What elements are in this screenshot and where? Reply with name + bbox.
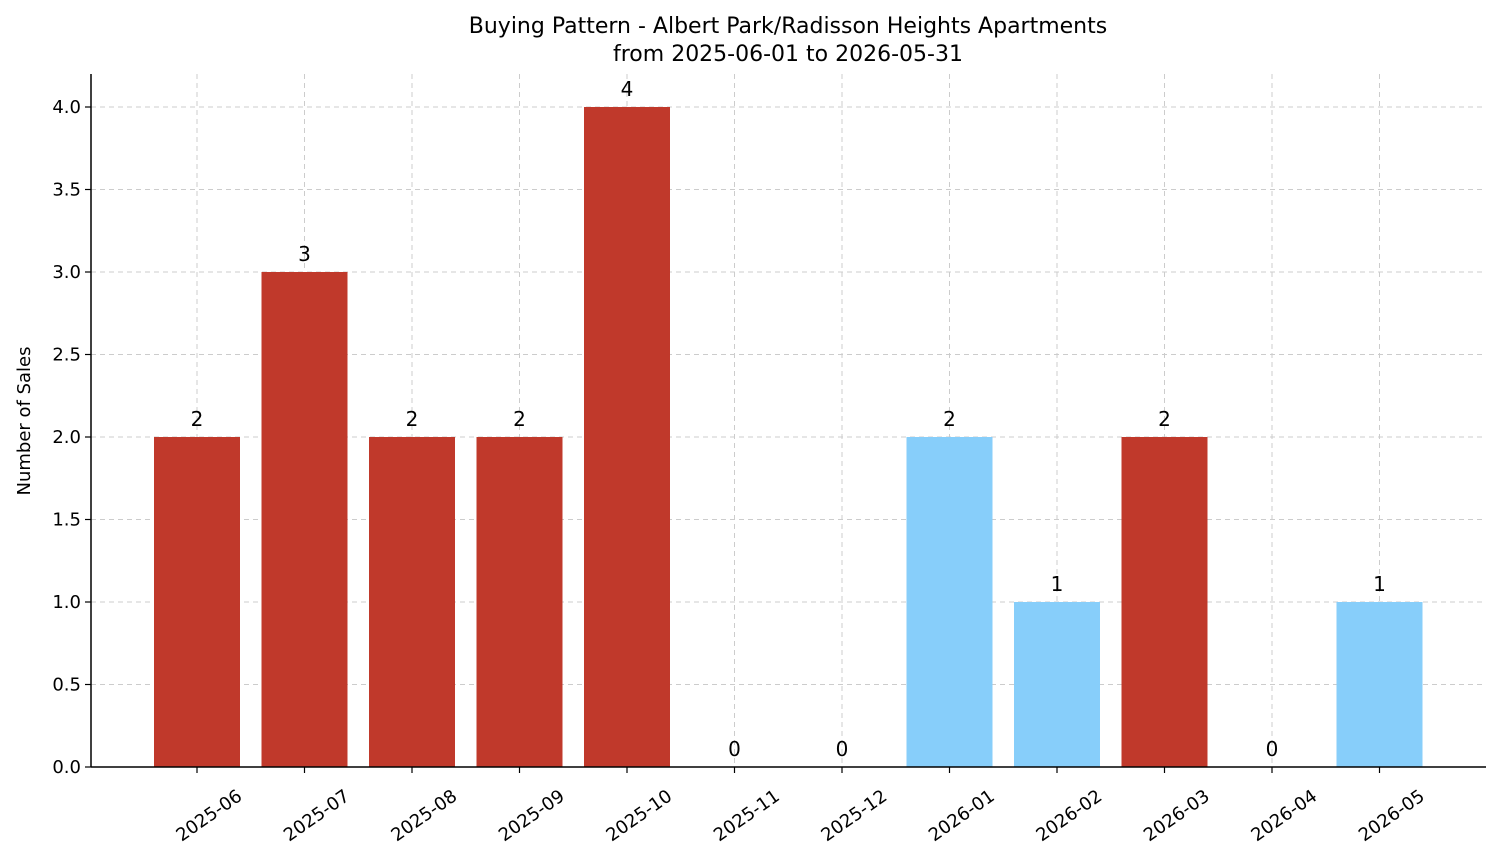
bar-value-label: 2 — [191, 407, 204, 431]
y-tick-label: 3.5 — [52, 180, 81, 201]
chart-subtitle: from 2025-06-01 to 2026-05-31 — [613, 42, 963, 67]
x-tick-label: 2025-09 — [495, 786, 569, 846]
x-tick-label: 2025-08 — [387, 786, 461, 846]
bar — [369, 437, 455, 767]
y-axis-label: Number of Sales — [14, 346, 35, 495]
x-tick-label: 2025-10 — [602, 786, 676, 846]
bar-value-label: 2 — [513, 407, 526, 431]
x-tick-label: 2025-12 — [817, 786, 891, 846]
bar-value-label: 1 — [1373, 572, 1386, 596]
bar-labels: 2 3 2 2 4 0 0 2 1 2 0 1 — [191, 77, 1386, 761]
bar-value-label: 0 — [728, 737, 741, 761]
y-tick-label: 0.0 — [52, 757, 81, 778]
bar — [1121, 437, 1208, 767]
y-tick-label: 2.0 — [52, 427, 81, 448]
bar-value-label: 0 — [1266, 737, 1279, 761]
y-tick-label: 2.5 — [52, 345, 81, 366]
bar — [261, 272, 348, 767]
bar — [906, 437, 993, 767]
bar-value-label: 4 — [621, 77, 634, 101]
y-tick-label: 3.0 — [52, 262, 81, 283]
bar-value-label: 1 — [1051, 572, 1064, 596]
bar — [476, 437, 563, 767]
y-tick-label: 1.0 — [52, 592, 81, 613]
bar — [584, 107, 670, 767]
x-tick-label: 2025-06 — [172, 786, 246, 846]
x-tick-label: 2026-01 — [925, 786, 999, 846]
x-tick-label: 2026-02 — [1032, 786, 1106, 846]
x-tick-label: 2025-11 — [710, 786, 784, 846]
bar — [1336, 602, 1423, 767]
bar-value-label: 0 — [836, 737, 849, 761]
y-tick-label: 4.0 — [52, 97, 81, 118]
y-tick-label: 1.5 — [52, 510, 81, 531]
x-tick-label: 2026-05 — [1355, 786, 1429, 846]
bar — [1014, 602, 1100, 767]
bar — [154, 437, 240, 767]
x-tick-label: 2026-03 — [1140, 786, 1214, 846]
bar-value-label: 2 — [943, 407, 956, 431]
x-tick-label: 2026-04 — [1247, 786, 1321, 846]
x-tick-label: 2025-07 — [280, 786, 354, 846]
bars — [154, 107, 1423, 767]
chart-title: Buying Pattern - Albert Park/Radisson He… — [469, 14, 1107, 39]
bar-value-label: 2 — [406, 407, 419, 431]
y-tick-label: 0.5 — [52, 675, 81, 696]
bar-value-label: 3 — [298, 242, 311, 266]
bar-value-label: 2 — [1158, 407, 1171, 431]
